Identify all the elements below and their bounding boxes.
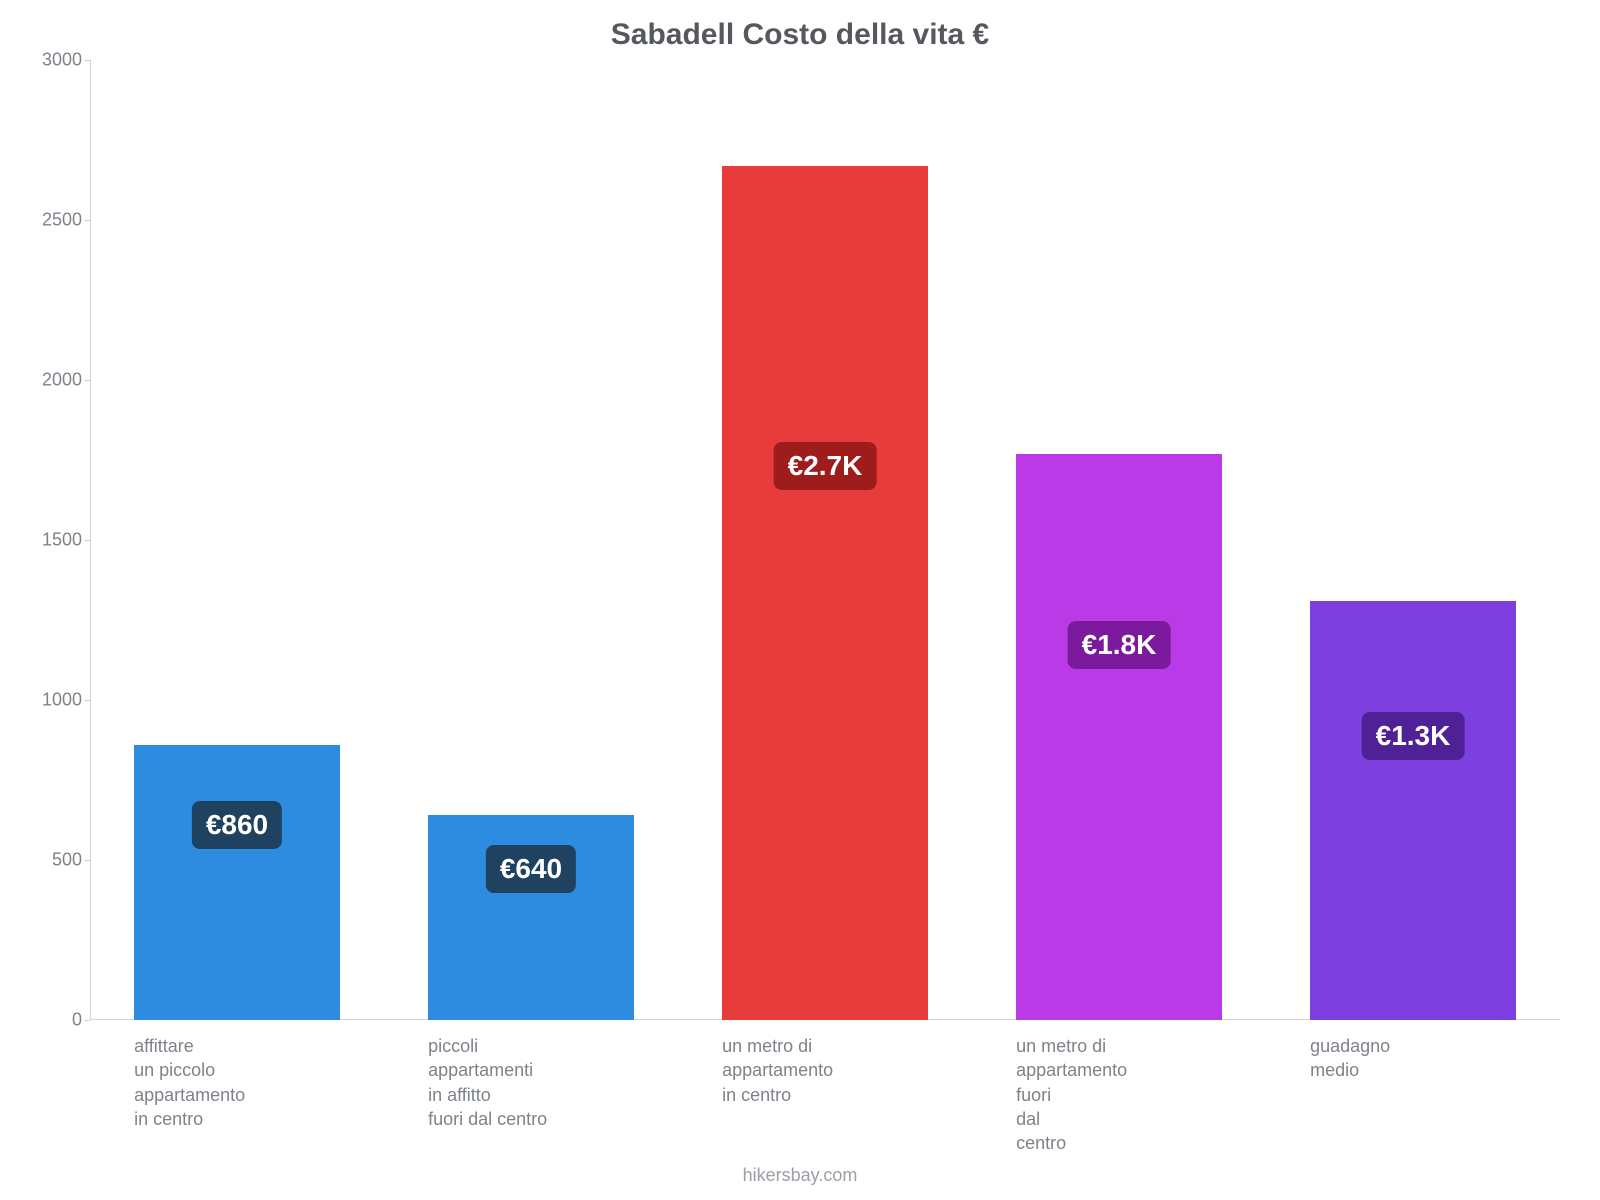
bar: €640 xyxy=(428,815,634,1020)
y-tick-label: 500 xyxy=(30,850,82,871)
y-tick-label: 2000 xyxy=(30,370,82,391)
y-tick-mark xyxy=(84,860,90,861)
bar: €1.8K xyxy=(1016,454,1222,1020)
y-tick-label: 3000 xyxy=(30,50,82,71)
chart-footer: hikersbay.com xyxy=(0,1165,1600,1186)
x-category-label: affittareun piccoloappartamentoin centro xyxy=(134,1034,340,1131)
plot-area: 050010001500200025003000€860affittareun … xyxy=(90,60,1560,1020)
bar-value-label: €860 xyxy=(192,801,282,849)
y-tick-mark xyxy=(84,540,90,541)
y-axis xyxy=(90,60,91,1020)
y-tick-label: 2500 xyxy=(30,210,82,231)
x-category-label: guadagnomedio xyxy=(1310,1034,1516,1083)
y-tick-mark xyxy=(84,220,90,221)
bar-value-label: €640 xyxy=(486,845,576,893)
y-tick-mark xyxy=(84,60,90,61)
bar-value-label: €1.8K xyxy=(1068,621,1171,669)
cost-of-living-chart: Sabadell Costo della vita € 050010001500… xyxy=(0,0,1600,1200)
y-tick-mark xyxy=(84,380,90,381)
chart-title: Sabadell Costo della vita € xyxy=(0,18,1600,52)
y-tick-mark xyxy=(84,700,90,701)
bar-value-label: €1.3K xyxy=(1362,712,1465,760)
y-tick-label: 1500 xyxy=(30,530,82,551)
x-category-label: piccoliappartamentiin affittofuori dal c… xyxy=(428,1034,634,1131)
x-category-label: un metro di appartamentofuoridalcentro xyxy=(1016,1034,1222,1155)
x-category-label: un metro di appartamentoin centro xyxy=(722,1034,928,1107)
bar-value-label: €2.7K xyxy=(774,442,877,490)
y-tick-label: 0 xyxy=(30,1010,82,1031)
bar: €2.7K xyxy=(722,166,928,1020)
y-tick-label: 1000 xyxy=(30,690,82,711)
bar: €1.3K xyxy=(1310,601,1516,1020)
bar: €860 xyxy=(134,745,340,1020)
y-tick-mark xyxy=(84,1020,90,1021)
